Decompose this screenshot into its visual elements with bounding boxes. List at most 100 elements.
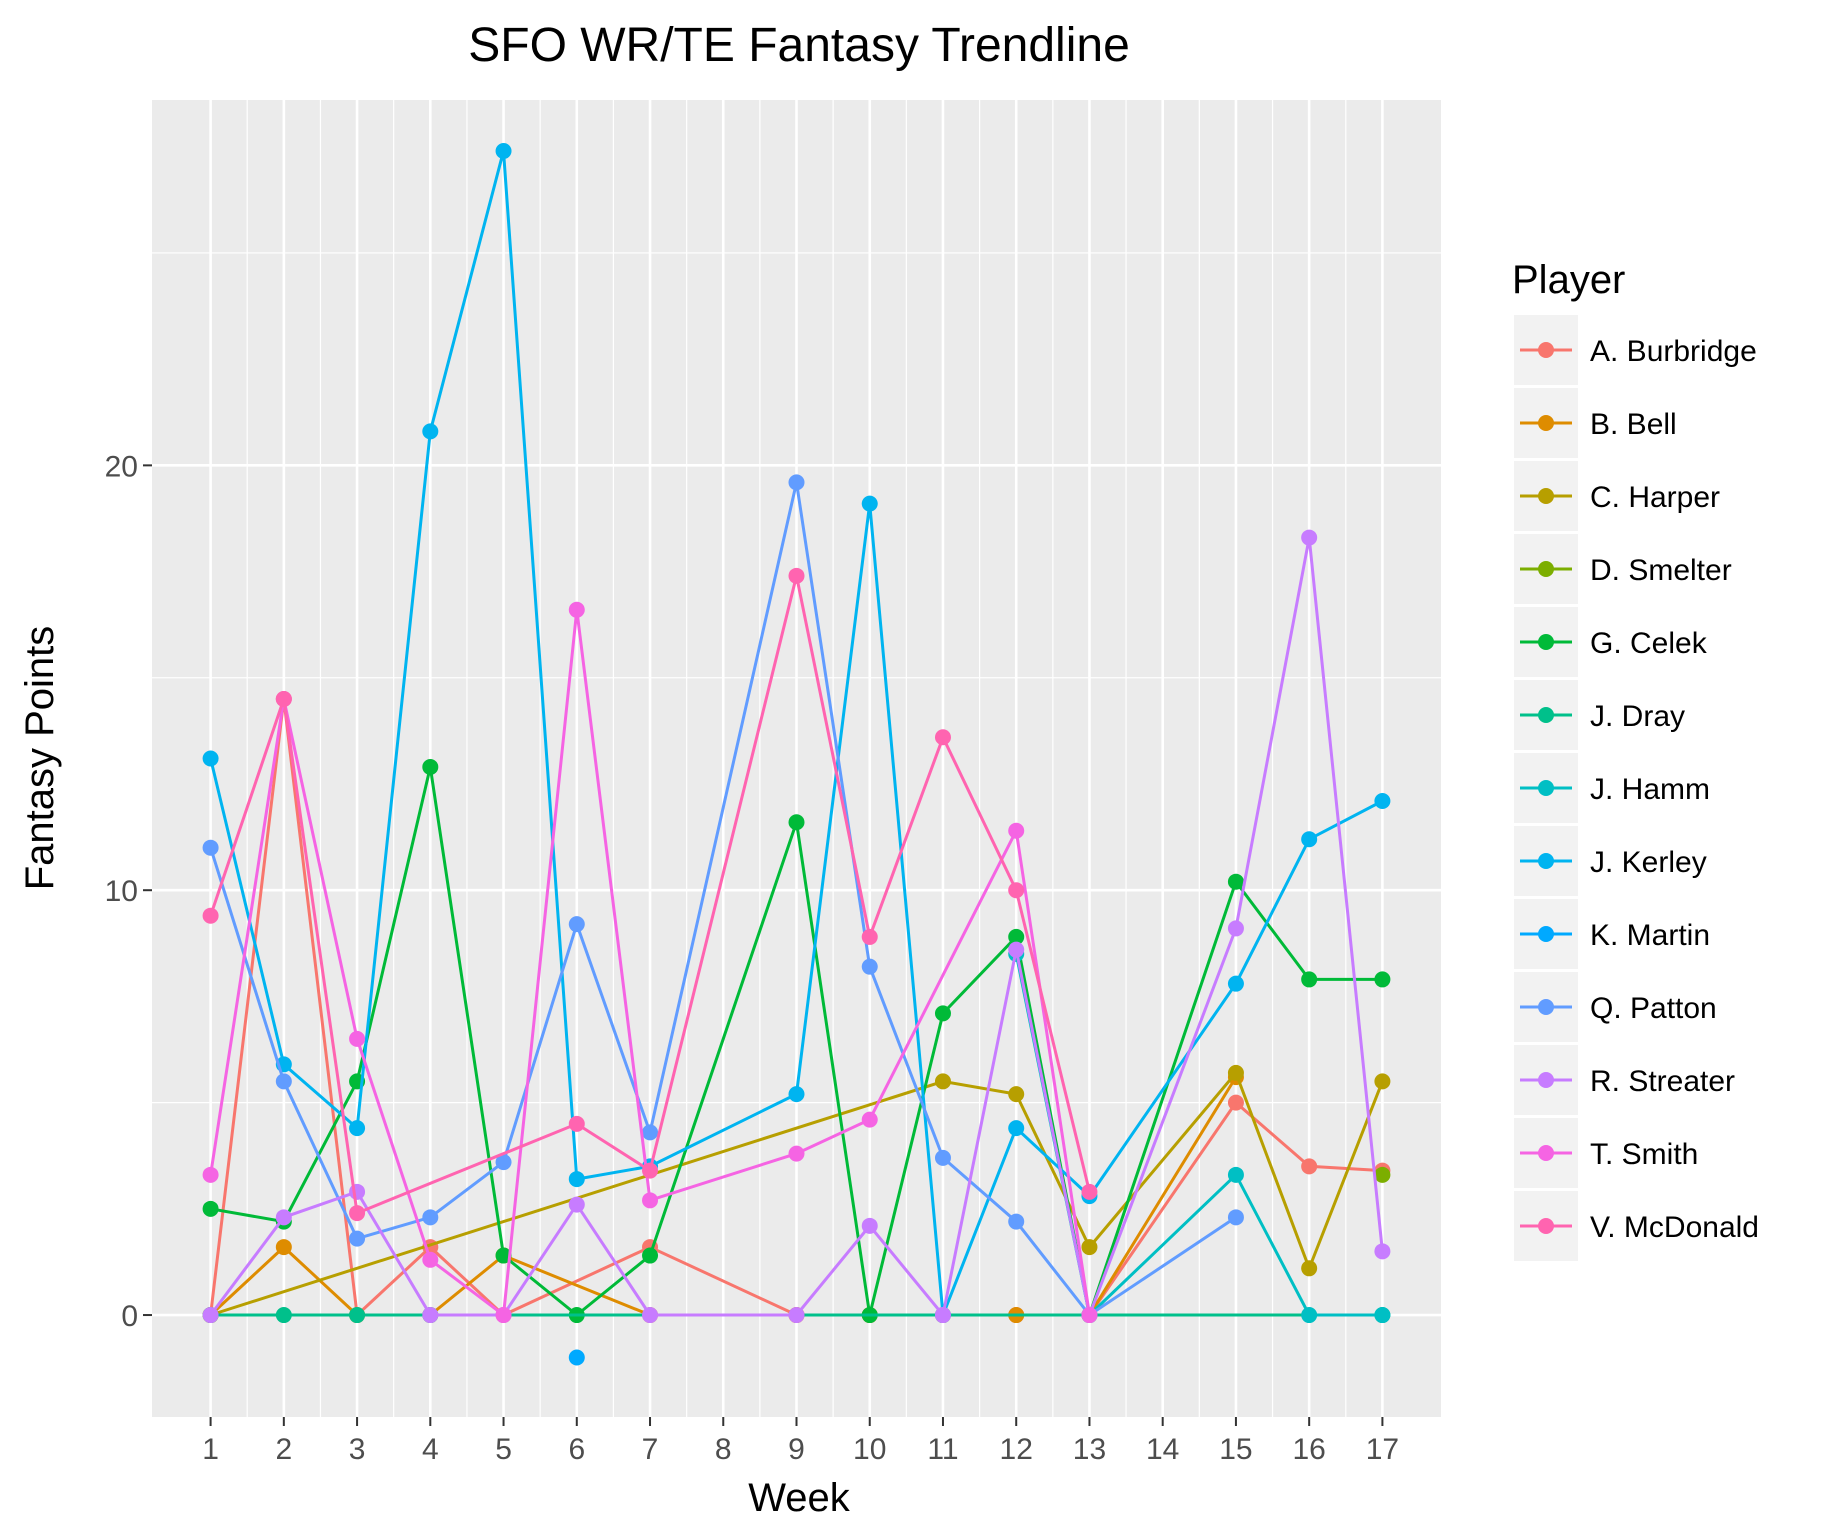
y-tick-label: 20 [105, 450, 138, 483]
x-tick-label: 14 [1146, 1433, 1179, 1466]
data-point [861, 1111, 878, 1128]
x-axis: 1 2 3 4 5 6 7 8 9 10 11 12 13 14 15 16 17 [202, 1417, 1399, 1466]
data-point [642, 1192, 659, 1209]
data-point [495, 142, 512, 159]
data-point [202, 750, 219, 767]
data-point [788, 474, 805, 491]
data-point [788, 1307, 805, 1324]
data-point [349, 1307, 366, 1324]
data-point [568, 1171, 585, 1188]
data-point [495, 1247, 512, 1264]
x-tick-label: 2 [275, 1433, 292, 1466]
series-g-celek [202, 758, 1391, 1324]
data-point [788, 1086, 805, 1103]
data-point [1374, 792, 1391, 809]
y-axis-title: Fantasy Points [18, 626, 62, 891]
legend-label: J. Dray [1590, 700, 1685, 733]
data-point [934, 729, 951, 746]
series-v-mcdonald [202, 567, 1098, 1222]
legend-item: G. Celek [1514, 607, 1708, 677]
data-point [568, 1196, 585, 1213]
data-point [495, 1154, 512, 1171]
data-point [1008, 822, 1025, 839]
legend-item: C. Harper [1514, 461, 1720, 531]
legend-item: T. Smith [1514, 1118, 1698, 1188]
data-point [349, 1205, 366, 1222]
data-point [349, 1120, 366, 1137]
y-tick-label: 0 [121, 1300, 138, 1333]
series-q-patton [202, 474, 1244, 1324]
legend-label: A. Burbridge [1590, 335, 1757, 368]
x-tick-label: 13 [1073, 1433, 1106, 1466]
data-point [861, 958, 878, 975]
data-point [788, 1145, 805, 1162]
legend-key-point [1538, 926, 1554, 942]
data-point [568, 601, 585, 618]
data-point [861, 1217, 878, 1234]
legend-label: C. Harper [1590, 481, 1720, 514]
x-tick-label: 1 [202, 1433, 219, 1466]
legend-item: B. Bell [1514, 388, 1677, 458]
data-point [275, 1209, 292, 1226]
legend-key-point [1538, 853, 1554, 869]
legend-key-point [1538, 1218, 1554, 1234]
legend-item: K. Martin [1514, 899, 1710, 969]
data-point [202, 1307, 219, 1324]
data-point [422, 758, 439, 775]
data-point [1301, 1307, 1318, 1324]
data-point [1008, 1120, 1025, 1137]
data-point [1374, 971, 1391, 988]
data-point [1301, 831, 1318, 848]
data-point [642, 1247, 659, 1264]
data-point [1301, 971, 1318, 988]
legend-items: A. Burbridge B. Bell C. Harper D. Smelter G.… [1514, 315, 1759, 1261]
series-d-smelter [1374, 1166, 1391, 1183]
data-point [275, 1307, 292, 1324]
legend-item: A. Burbridge [1514, 315, 1757, 385]
legend-key-point [1538, 342, 1554, 358]
legend-label: B. Bell [1590, 408, 1677, 441]
x-tick-label: 3 [349, 1433, 366, 1466]
legend-key-point [1538, 999, 1554, 1015]
data-point [1227, 1064, 1244, 1081]
data-point [861, 495, 878, 512]
data-point [349, 1030, 366, 1047]
data-point [1374, 1307, 1391, 1324]
x-tick-label: 4 [422, 1433, 439, 1466]
legend-key-point [1538, 1072, 1554, 1088]
data-point [642, 1162, 659, 1179]
x-axis-title: Week [748, 1476, 851, 1520]
data-point [1301, 1158, 1318, 1175]
data-point [1374, 1243, 1391, 1260]
legend-key-point [1538, 415, 1554, 431]
legend-key-point [1538, 707, 1554, 723]
data-point [934, 1073, 951, 1090]
data-point [788, 567, 805, 584]
data-point [275, 691, 292, 708]
data-point [1301, 529, 1318, 546]
legend-title: Player [1512, 258, 1625, 302]
legend-key-point [1538, 780, 1554, 796]
data-point [349, 1230, 366, 1247]
data-point [1008, 941, 1025, 958]
data-point [934, 1149, 951, 1166]
data-point [861, 928, 878, 945]
data-point [202, 839, 219, 856]
data-point [349, 1183, 366, 1200]
data-point [1008, 1086, 1025, 1103]
x-tick-label: 16 [1292, 1433, 1325, 1466]
legend-key-point [1538, 561, 1554, 577]
legend: Player A. Burbridge B. Bell C. Harper D. Sm… [1512, 258, 1759, 1261]
legend-key-point [1538, 634, 1554, 650]
data-point [1227, 920, 1244, 937]
data-point [275, 1239, 292, 1256]
data-point [202, 907, 219, 924]
data-point [1081, 1307, 1098, 1324]
data-point [275, 1073, 292, 1090]
x-tick-label: 6 [568, 1433, 585, 1466]
data-point [934, 1005, 951, 1022]
data-point [1227, 1166, 1244, 1183]
data-point [934, 1307, 951, 1324]
data-point [568, 1349, 585, 1366]
